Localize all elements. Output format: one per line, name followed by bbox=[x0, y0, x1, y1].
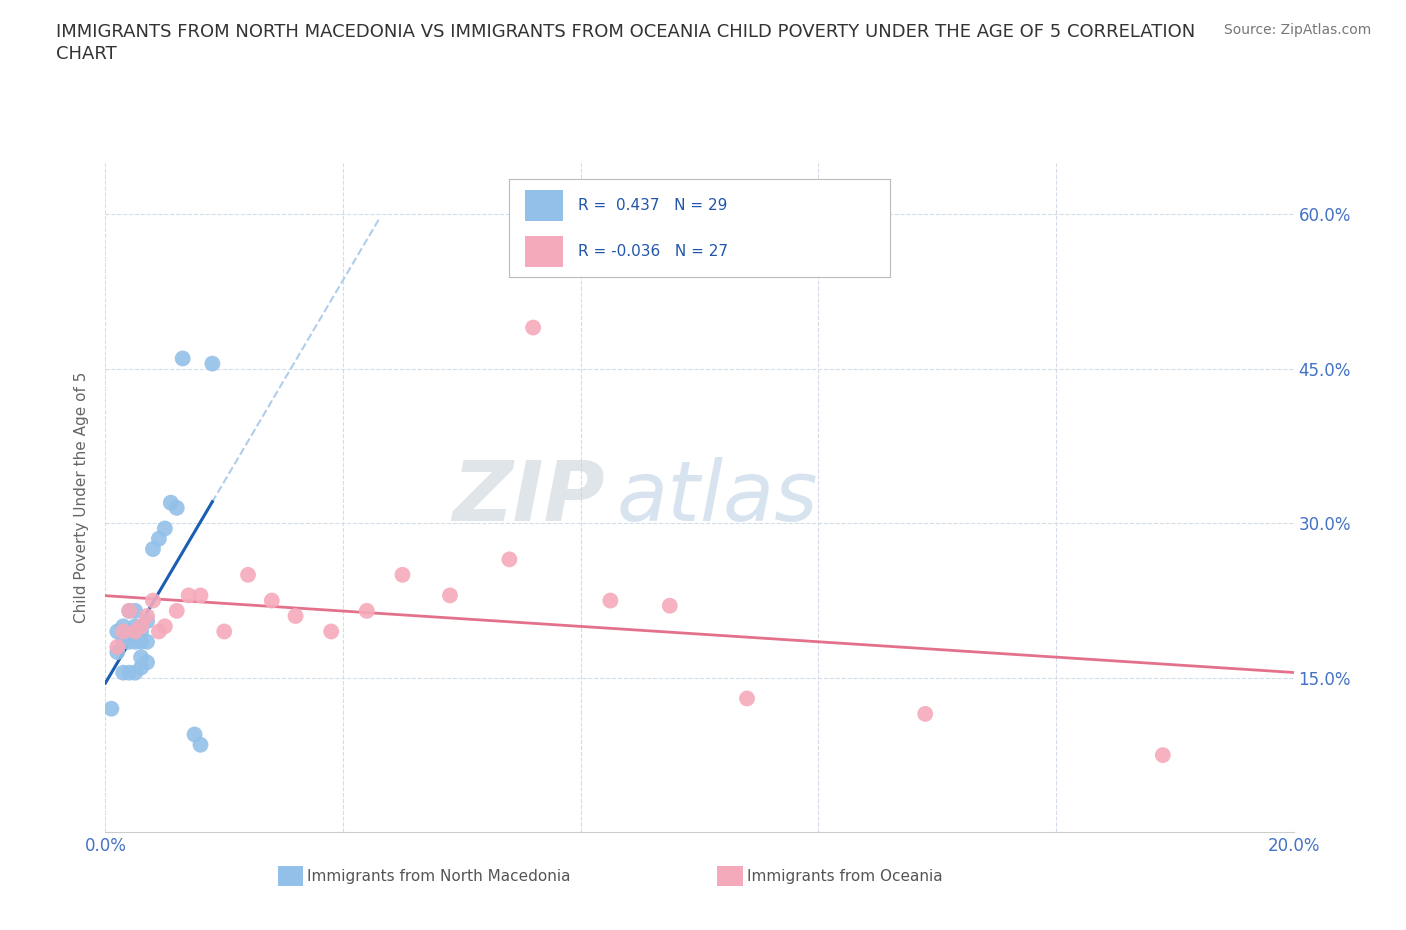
Point bbox=[124, 634, 146, 649]
Point bbox=[190, 588, 212, 603]
Point bbox=[136, 608, 159, 623]
Point bbox=[153, 521, 176, 536]
Point bbox=[112, 665, 135, 680]
Point bbox=[190, 737, 212, 752]
Point bbox=[159, 496, 181, 511]
Point bbox=[439, 588, 461, 603]
Point bbox=[118, 604, 141, 618]
Point bbox=[356, 604, 378, 618]
Point bbox=[112, 618, 135, 633]
Point bbox=[124, 618, 146, 633]
Y-axis label: Child Poverty Under the Age of 5: Child Poverty Under the Age of 5 bbox=[75, 372, 90, 623]
Point bbox=[124, 604, 146, 618]
Point bbox=[118, 665, 141, 680]
Point bbox=[391, 567, 413, 582]
Point bbox=[599, 593, 621, 608]
Point bbox=[201, 356, 224, 371]
Text: R =  0.437   N = 29: R = 0.437 N = 29 bbox=[578, 198, 727, 213]
Point bbox=[142, 593, 165, 608]
Point bbox=[236, 567, 259, 582]
Point bbox=[172, 351, 194, 365]
Bar bbox=[524, 236, 562, 267]
Point bbox=[118, 604, 141, 618]
Point bbox=[214, 624, 236, 639]
Point bbox=[658, 598, 681, 613]
Point bbox=[105, 644, 128, 659]
Point bbox=[129, 624, 152, 639]
Text: IMMIGRANTS FROM NORTH MACEDONIA VS IMMIGRANTS FROM OCEANIA CHILD POVERTY UNDER T: IMMIGRANTS FROM NORTH MACEDONIA VS IMMIG… bbox=[56, 23, 1195, 41]
Point bbox=[105, 624, 128, 639]
Point bbox=[522, 320, 544, 335]
Point bbox=[153, 618, 176, 633]
Point bbox=[498, 551, 520, 566]
Point bbox=[129, 618, 152, 633]
Point bbox=[129, 660, 152, 675]
Point bbox=[183, 727, 205, 742]
Text: Source: ZipAtlas.com: Source: ZipAtlas.com bbox=[1223, 23, 1371, 37]
Point bbox=[124, 665, 146, 680]
Point bbox=[166, 500, 188, 515]
Point bbox=[148, 531, 170, 546]
Point bbox=[129, 634, 152, 649]
Text: CHART: CHART bbox=[56, 45, 117, 62]
Point bbox=[177, 588, 200, 603]
Text: atlas: atlas bbox=[616, 457, 818, 538]
Point bbox=[136, 655, 159, 670]
Text: Immigrants from Oceania: Immigrants from Oceania bbox=[747, 869, 942, 883]
Point bbox=[105, 640, 128, 655]
Point bbox=[166, 604, 188, 618]
Point bbox=[129, 650, 152, 665]
Point bbox=[142, 541, 165, 556]
Point bbox=[124, 624, 146, 639]
Point bbox=[914, 707, 936, 722]
Point bbox=[112, 624, 135, 639]
Point bbox=[735, 691, 758, 706]
Point bbox=[260, 593, 283, 608]
Point bbox=[321, 624, 343, 639]
Bar bbox=[524, 190, 562, 221]
Point bbox=[136, 634, 159, 649]
Point bbox=[148, 624, 170, 639]
Text: ZIP: ZIP bbox=[451, 457, 605, 538]
Point bbox=[118, 634, 141, 649]
Point bbox=[1152, 748, 1174, 763]
Text: R = -0.036   N = 27: R = -0.036 N = 27 bbox=[578, 244, 728, 259]
Text: Immigrants from North Macedonia: Immigrants from North Macedonia bbox=[308, 869, 571, 883]
Point bbox=[136, 614, 159, 629]
Point bbox=[100, 701, 122, 716]
Point bbox=[112, 634, 135, 649]
Point bbox=[284, 608, 307, 623]
